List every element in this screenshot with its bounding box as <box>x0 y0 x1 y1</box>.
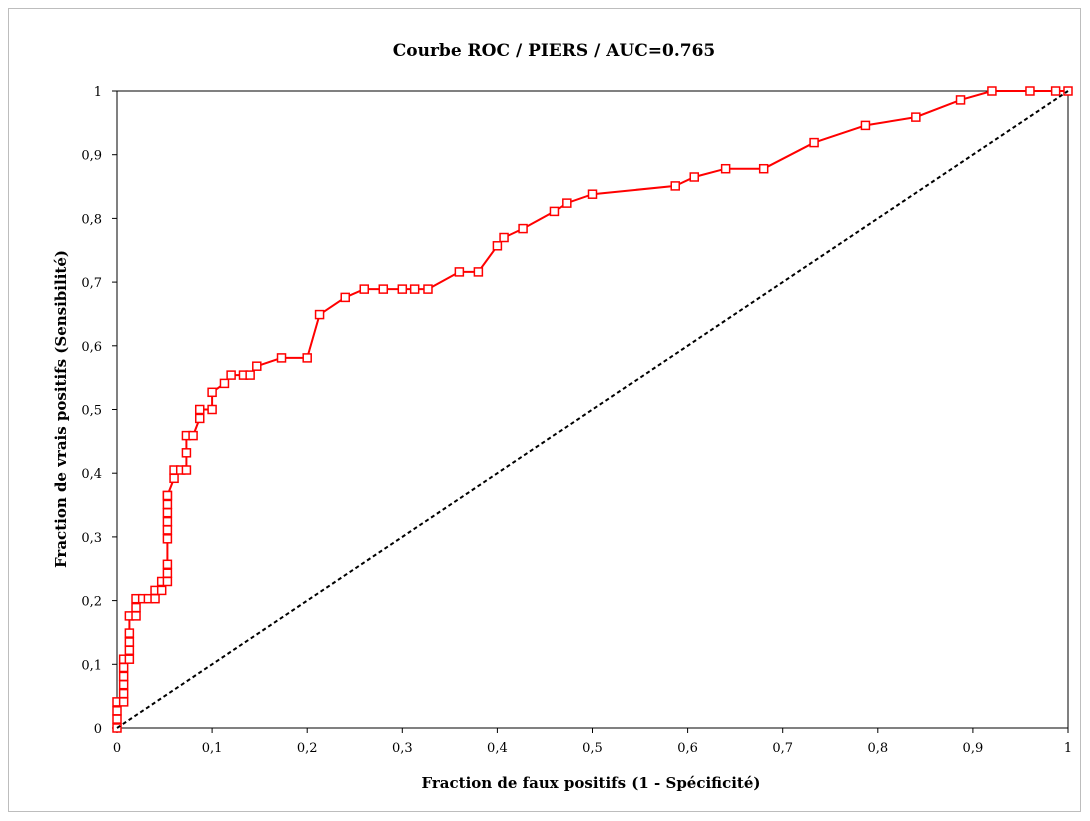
roc-point-marker <box>169 473 179 484</box>
x-tick-label: 0,6 <box>677 741 698 756</box>
roc-point-marker <box>587 189 598 199</box>
roc-point-marker <box>118 679 129 690</box>
roc-point-marker <box>758 163 769 174</box>
roc-point-marker <box>118 688 129 699</box>
roc-point-marker <box>162 499 173 510</box>
y-tick-label: 0,9 <box>81 149 102 164</box>
roc-point-marker <box>181 465 192 475</box>
roc-point-marker <box>118 671 129 682</box>
roc-point-marker <box>549 206 560 217</box>
x-tick-label: 0 <box>113 741 121 756</box>
roc-point-marker <box>473 267 484 277</box>
roc-point-marker <box>1025 86 1035 96</box>
roc-point-marker <box>162 525 173 535</box>
roc-point-marker <box>302 353 312 363</box>
roc-point-marker <box>518 223 528 234</box>
roc-point-marker <box>124 628 135 638</box>
roc-point-marker <box>188 430 198 441</box>
roc-point-marker <box>124 645 135 656</box>
x-tick-label: 0,8 <box>867 741 888 756</box>
roc-point-marker <box>112 706 122 716</box>
roc-point-marker <box>252 361 262 371</box>
x-tick-label: 0,2 <box>297 741 318 756</box>
roc-point-marker <box>150 593 160 604</box>
roc-point-marker <box>118 662 129 673</box>
roc-point-marker <box>131 602 141 613</box>
roc-point-marker <box>454 267 465 277</box>
x-tick-label: 1 <box>1064 741 1072 756</box>
roc-point-marker <box>226 370 236 380</box>
y-tick-label: 0,3 <box>81 531 102 546</box>
y-tick-label: 0,8 <box>81 212 102 227</box>
roc-point-marker <box>162 534 173 544</box>
y-tick-label: 0,7 <box>81 276 102 291</box>
roc-point-marker <box>1050 86 1061 96</box>
x-tick-label: 0,4 <box>487 741 508 756</box>
roc-point-marker <box>378 284 389 294</box>
roc-point-marker <box>314 309 325 320</box>
roc-point-marker <box>359 284 370 294</box>
roc-point-marker <box>162 559 173 570</box>
y-tick-label: 0 <box>94 722 102 737</box>
roc-point-marker <box>860 120 871 131</box>
roc-point-marker <box>124 654 135 664</box>
roc-point-marker <box>207 387 217 398</box>
roc-point-marker <box>423 284 433 294</box>
roc-point-marker <box>955 95 966 105</box>
roc-point-marker <box>276 353 287 363</box>
roc-point-marker <box>162 490 173 501</box>
roc-point-marker <box>670 181 680 191</box>
y-tick-label: 1 <box>94 85 102 100</box>
chart-title: Courbe ROC / PIERS / AUC=0.765 <box>393 41 716 61</box>
roc-point-marker <box>124 637 135 647</box>
roc-point-marker <box>194 404 205 415</box>
roc-point-marker <box>162 516 173 527</box>
roc-point-marker <box>162 576 173 587</box>
roc-point-marker <box>219 378 230 389</box>
roc-point-marker <box>156 585 167 596</box>
y-tick-label: 0,5 <box>81 404 102 419</box>
roc-point-marker <box>499 232 509 243</box>
tick-group: 0 0,1 0,2 0,3 0,4 0,5 0,6 0,7 0,8 0,9 1 0 0,1 0,2 0,3 0… <box>81 85 1072 756</box>
y-axis-label: Fraction de vrais positifs (Sensibilité) <box>52 250 70 568</box>
roc-point-marker <box>181 448 192 458</box>
roc-point-marker <box>131 611 141 621</box>
roc-point-marker <box>809 137 819 148</box>
x-tick-label: 0,1 <box>202 741 223 756</box>
roc-point-marker <box>409 284 420 294</box>
y-tick-label: 0,4 <box>81 467 102 482</box>
roc-point-marker <box>194 413 205 424</box>
x-tick-label: 0,3 <box>392 741 413 756</box>
roc-point-marker <box>112 714 122 724</box>
y-tick-label: 0,2 <box>81 595 102 610</box>
roc-point-marker <box>987 86 997 96</box>
roc-point-marker <box>562 198 572 208</box>
roc-point-marker <box>689 172 700 182</box>
roc-point-marker <box>162 568 173 578</box>
roc-point-marker <box>118 697 129 707</box>
roc-point-marker <box>207 404 217 415</box>
roc-point-marker <box>720 163 731 174</box>
x-tick-label: 0,9 <box>963 741 984 756</box>
x-tick-label: 0,5 <box>582 741 603 756</box>
chart-frame <box>8 8 1081 812</box>
roc-point-marker <box>492 241 503 251</box>
roc-point-marker <box>245 370 255 380</box>
y-tick-label: 0,6 <box>81 340 102 355</box>
x-axis-label: Fraction de faux positifs (1 - Spécifici… <box>422 774 761 792</box>
roc-point-marker <box>911 112 921 122</box>
series-group <box>112 86 1073 733</box>
roc-point-marker <box>397 284 408 294</box>
x-tick-label: 0,7 <box>772 741 793 756</box>
roc-point-marker <box>340 292 350 303</box>
y-tick-label: 0,1 <box>81 658 102 673</box>
roc-point-marker <box>162 507 173 518</box>
diagonal-reference-line <box>116 90 1069 729</box>
